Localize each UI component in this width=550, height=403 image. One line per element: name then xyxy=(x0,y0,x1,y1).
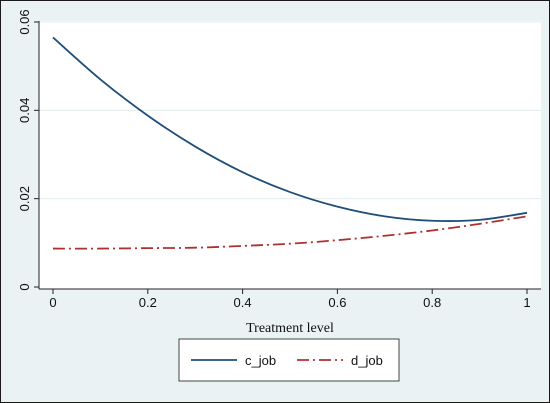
series-line-c-job xyxy=(52,36,528,222)
x-tick-label: 0.4 xyxy=(234,295,252,310)
y-tick-label: 0.04 xyxy=(17,98,32,123)
y-tick-label: 0.06 xyxy=(17,9,32,34)
grid-lines xyxy=(39,21,541,200)
legend-label-c-job: c_job xyxy=(245,353,276,368)
series-line-d-job xyxy=(52,215,528,250)
y-tick-label: 0 xyxy=(17,283,32,290)
x-axis-title: Treatment level xyxy=(246,321,334,336)
x-tick-label: 0.2 xyxy=(139,295,157,310)
x-tick-label: 0.6 xyxy=(328,295,346,310)
x-tick-label: 0 xyxy=(49,295,56,310)
legend-label-d-job: d_job xyxy=(351,353,383,368)
legend: c_job d_job xyxy=(178,338,400,382)
x-tick-label: 1 xyxy=(523,295,530,310)
x-tick-label: 0.8 xyxy=(423,295,441,310)
series-lines xyxy=(52,36,528,250)
y-tick-label: 0.02 xyxy=(17,186,32,211)
axes: 0 0.02 0.04 0.06 0 0.2 0.4 0.6 0.8 1 xyxy=(17,9,541,310)
